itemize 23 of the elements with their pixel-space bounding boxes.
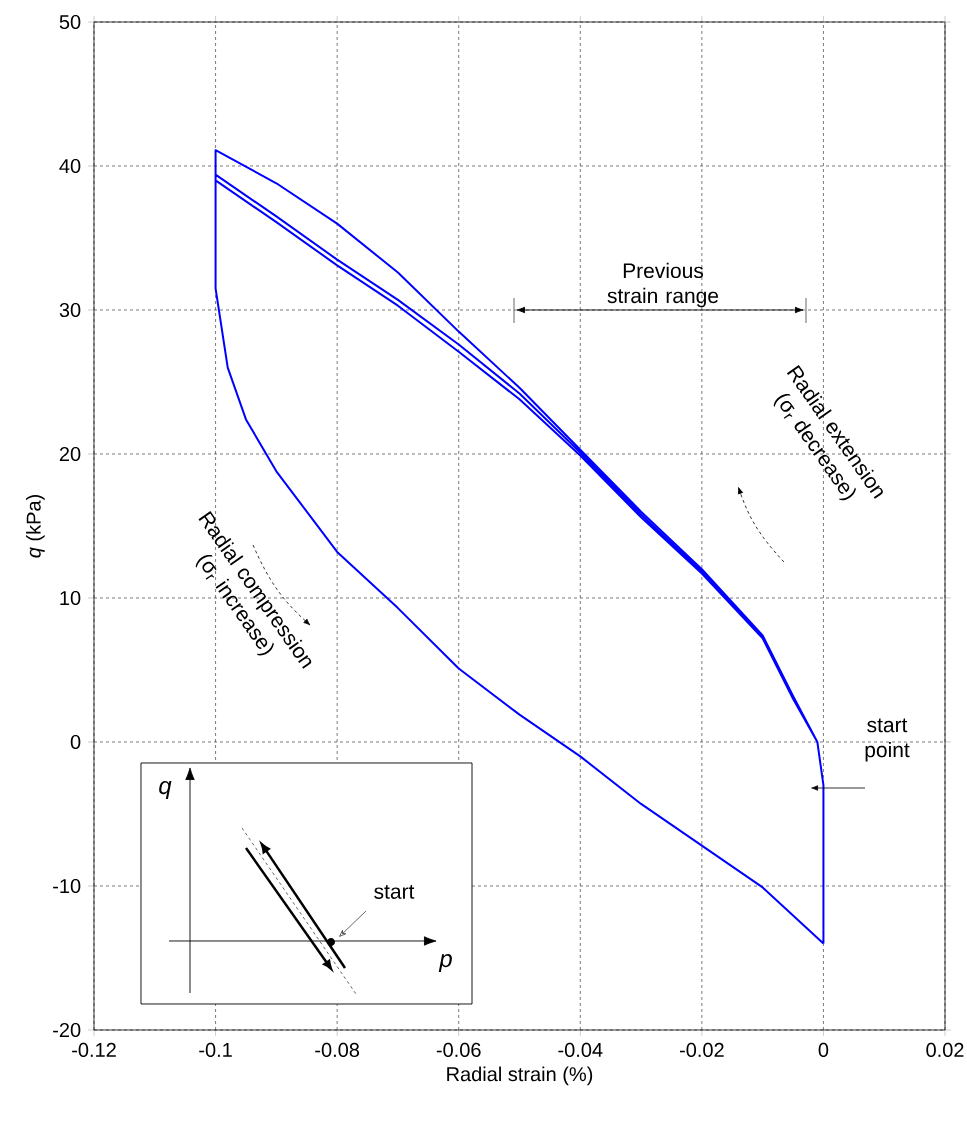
x-tick-label: -0.06 bbox=[436, 1042, 481, 1058]
x-axis-title: Radial strain (%) bbox=[447, 1066, 593, 1086]
x-tick-label: -0.12 bbox=[72, 1042, 116, 1058]
x-tick-label: 0 bbox=[818, 1042, 829, 1058]
y-tick-label: 0 bbox=[70, 734, 81, 750]
annotation: start point bbox=[865, 718, 910, 762]
y-tick-label: 40 bbox=[59, 158, 81, 174]
x-tick-label: -0.1 bbox=[199, 1042, 232, 1058]
y-tick-label: -20 bbox=[53, 1022, 81, 1038]
y-axis-title: q (kPa) bbox=[26, 495, 45, 558]
annotation: q bbox=[159, 781, 172, 799]
x-tick-label: -0.08 bbox=[315, 1042, 360, 1058]
y-tick-label: 30 bbox=[59, 302, 81, 318]
annotation: start bbox=[374, 885, 415, 899]
y-tick-label: -10 bbox=[53, 878, 81, 894]
x-tick-label: -0.02 bbox=[679, 1042, 724, 1058]
x-tick-label: -0.04 bbox=[558, 1042, 603, 1058]
annotation: Previous strain range bbox=[607, 262, 719, 308]
y-tick-label: 10 bbox=[60, 590, 81, 606]
x-tick-label: 0.02 bbox=[926, 1042, 964, 1058]
y-tick-label: 20 bbox=[59, 446, 81, 462]
annotation: p bbox=[438, 954, 452, 972]
y-tick-label: 50 bbox=[59, 14, 81, 30]
